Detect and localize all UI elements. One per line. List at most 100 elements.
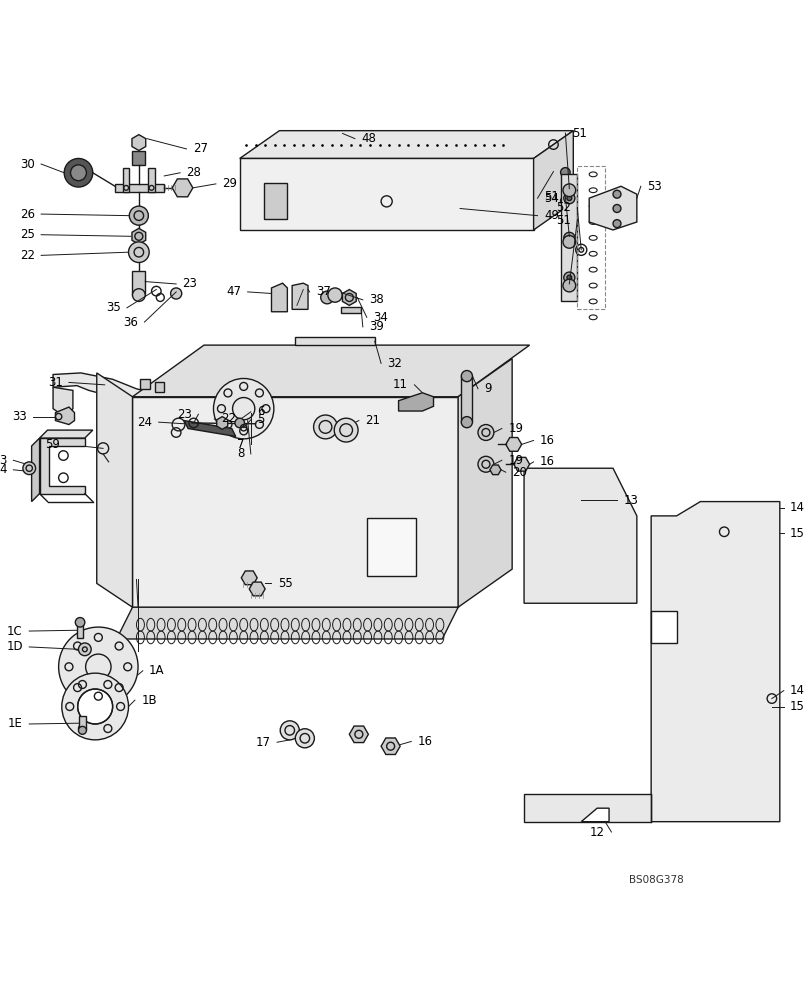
Text: 33: 33 [12,410,27,423]
Text: 38: 38 [369,293,384,306]
Polygon shape [132,228,145,244]
Polygon shape [581,808,609,822]
Text: 37: 37 [316,285,330,298]
Text: 23: 23 [177,408,192,421]
Text: 51: 51 [556,214,571,227]
Text: 4: 4 [0,463,7,476]
Text: 39: 39 [369,320,384,333]
Text: 16: 16 [418,735,432,748]
Text: 9: 9 [484,382,492,395]
Polygon shape [53,387,73,414]
Text: 53: 53 [647,180,662,193]
Text: 32: 32 [388,357,402,370]
Text: 36: 36 [123,316,138,329]
Text: 22: 22 [221,412,236,425]
Text: 6: 6 [257,405,265,418]
Text: 15: 15 [790,700,805,713]
Circle shape [321,291,334,304]
Polygon shape [184,421,236,436]
Text: 25: 25 [20,228,35,241]
Bar [79,716,86,730]
Polygon shape [292,283,308,309]
Text: 8: 8 [237,447,245,460]
Circle shape [567,275,572,280]
Text: 51: 51 [544,190,559,203]
Polygon shape [343,290,356,305]
Polygon shape [490,465,501,475]
Polygon shape [651,611,676,643]
Text: 17: 17 [255,736,271,749]
Polygon shape [562,174,577,301]
Polygon shape [458,359,512,607]
Circle shape [461,417,473,428]
Text: 20: 20 [512,466,527,479]
Polygon shape [249,582,265,596]
Circle shape [613,220,621,228]
Circle shape [213,378,274,439]
Bar [141,379,150,389]
Polygon shape [32,438,40,502]
Polygon shape [514,457,529,471]
Text: 11: 11 [393,378,408,391]
Text: 14: 14 [790,684,805,697]
Text: 27: 27 [193,142,208,155]
Polygon shape [398,393,434,411]
Polygon shape [56,407,74,425]
Circle shape [64,158,93,187]
Polygon shape [533,131,574,230]
Text: 1C: 1C [7,625,23,638]
Circle shape [133,289,145,301]
Circle shape [478,456,494,472]
Polygon shape [589,186,637,230]
Text: 24: 24 [137,416,153,429]
Circle shape [280,721,299,740]
Polygon shape [115,184,164,192]
Text: 55: 55 [278,577,292,590]
Polygon shape [116,607,458,639]
Polygon shape [40,430,93,438]
Text: 48: 48 [361,132,376,145]
Circle shape [328,288,342,302]
Polygon shape [240,131,574,158]
Circle shape [170,288,182,299]
Bar [263,183,288,219]
Polygon shape [271,283,288,312]
Polygon shape [217,417,228,429]
Text: 1A: 1A [149,664,165,677]
Polygon shape [524,794,651,822]
Polygon shape [97,373,133,607]
Text: 7: 7 [237,438,245,451]
Text: 22: 22 [19,249,35,262]
Circle shape [563,279,575,292]
Bar [154,382,164,392]
Circle shape [478,425,494,440]
Text: 23: 23 [183,277,197,290]
Text: 28: 28 [187,166,201,179]
Polygon shape [506,438,522,451]
Text: 54: 54 [544,192,559,205]
Polygon shape [133,397,458,607]
Polygon shape [242,571,257,585]
Circle shape [59,627,138,707]
Text: 30: 30 [20,158,35,171]
Circle shape [78,643,91,656]
Circle shape [128,242,149,263]
Text: 29: 29 [222,177,238,190]
Bar [295,337,375,345]
Text: 35: 35 [106,301,120,314]
Circle shape [564,272,575,283]
Circle shape [75,618,85,627]
Circle shape [613,190,621,198]
Circle shape [564,193,575,204]
Circle shape [70,165,86,181]
Polygon shape [651,502,780,822]
Text: 16: 16 [540,455,555,468]
Text: 34: 34 [373,311,388,324]
Text: 26: 26 [19,208,35,221]
Text: 52: 52 [556,201,571,214]
Text: 13: 13 [623,493,638,506]
Bar [367,518,416,576]
Text: 31: 31 [48,376,62,389]
Text: 16: 16 [540,434,555,447]
Text: 19: 19 [508,454,523,467]
